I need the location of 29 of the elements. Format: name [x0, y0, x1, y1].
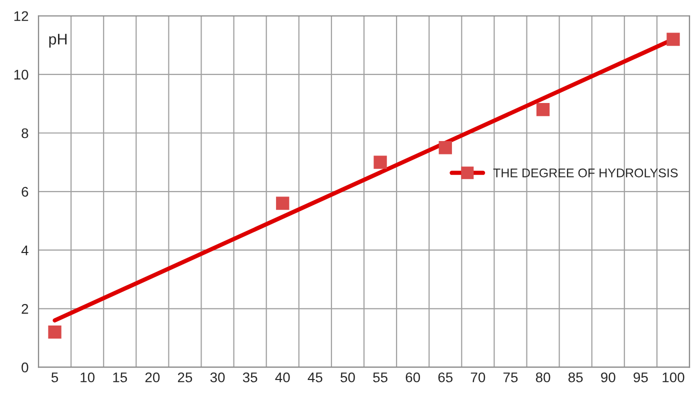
- y-axis-title: pH: [49, 34, 67, 48]
- x-tick-label: 15: [113, 372, 128, 382]
- x-tick-label: 25: [178, 372, 192, 382]
- x-tick-label: 50: [340, 372, 355, 382]
- x-tick-label: 80: [536, 372, 550, 382]
- x-tick-label: 5: [51, 372, 58, 382]
- legend-label: THE DEGREE OF HYDROLYSIS: [493, 168, 678, 178]
- y-tick-label: 2: [22, 304, 28, 314]
- x-tick-label: 40: [275, 372, 290, 382]
- x-tick-label: 10: [80, 372, 95, 382]
- x-tick-label: 100: [662, 372, 684, 382]
- y-tick-label: 10: [14, 70, 28, 80]
- x-tick-label: 60: [406, 372, 420, 382]
- y-tick-label: 4: [21, 246, 28, 256]
- x-tick-label: 75: [503, 372, 518, 382]
- x-tick-label: 20: [145, 372, 160, 382]
- x-tick-label: 95: [634, 372, 648, 382]
- x-tick-label: 35: [242, 372, 258, 382]
- x-tick-label: 65: [438, 372, 453, 382]
- x-tick-label: 45: [308, 372, 322, 382]
- y-tick-label: 8: [22, 128, 28, 138]
- y-tick-label: 6: [22, 186, 28, 197]
- y-tick-label: 0: [22, 362, 28, 372]
- x-tick-label: 55: [373, 372, 388, 382]
- x-tick-label: 70: [470, 372, 486, 382]
- x-tick-label: 30: [210, 372, 225, 382]
- x-tick-label: 90: [601, 372, 616, 382]
- y-tick-label: 12: [14, 11, 28, 21]
- x-tick-label: 85: [568, 372, 583, 382]
